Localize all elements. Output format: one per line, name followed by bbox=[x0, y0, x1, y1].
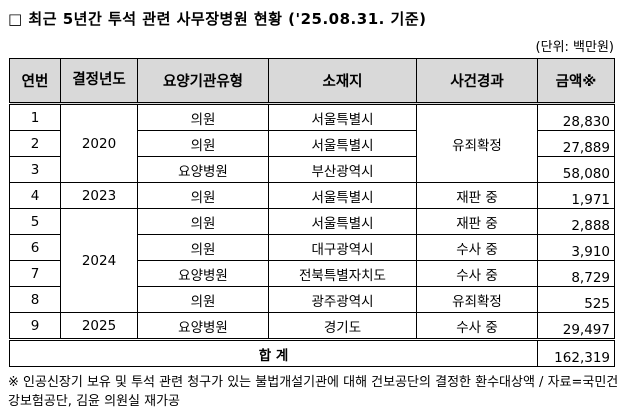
cell-amount: 28,830 bbox=[537, 103, 615, 131]
cell-location: 서울특별시 bbox=[268, 130, 417, 157]
cell-location: 전북특별자치도 bbox=[268, 260, 417, 287]
cell-amount: 8,729 bbox=[537, 260, 615, 287]
header-no: 연번 bbox=[9, 58, 61, 105]
table-row: 6 의원 대구광역시 수사 중 3,910 bbox=[9, 234, 615, 261]
cell-status: 유죄확정 bbox=[416, 286, 538, 313]
cell-status: 수사 중 bbox=[416, 260, 538, 287]
cell-amount: 58,080 bbox=[537, 156, 615, 183]
table-row: 4 2023 의원 서울특별시 재판 중 1,971 bbox=[9, 182, 615, 209]
total-row: 합 계 162,319 bbox=[9, 338, 615, 367]
cell-status: 수사 중 bbox=[416, 312, 538, 340]
cell-location: 서울특별시 bbox=[268, 208, 417, 235]
cell-year: 2024 bbox=[60, 208, 138, 313]
cell-no: 6 bbox=[9, 234, 61, 261]
footnote: ※ 인공신장기 보유 및 투석 관련 청구가 있는 불법개설기관에 대해 건보공… bbox=[8, 375, 619, 409]
cell-amount: 2,888 bbox=[537, 208, 615, 235]
table-row: 1 2020 의원 서울특별시 유죄확정 28,830 bbox=[9, 103, 615, 183]
table-row: 3 요양병원 부산광역시 58,080 bbox=[9, 156, 615, 183]
cell-no: 5 bbox=[9, 208, 61, 235]
header-amount: 금액※ bbox=[537, 58, 615, 105]
cell-type: 의원 bbox=[137, 130, 269, 157]
cell-no: 3 bbox=[9, 156, 61, 183]
table-row: 8 의원 광주광역시 유죄확정 525 bbox=[9, 286, 615, 313]
cell-no: 9 bbox=[9, 312, 61, 340]
dialysis-clinic-table: 연번 결정년도 요양기관유형 소재지 사건경과 금액※ 1 2020 의원 서울… bbox=[9, 58, 615, 367]
cell-status: 재판 중 bbox=[416, 208, 538, 235]
cell-type: 의원 bbox=[137, 286, 269, 313]
unit-label: (단위: 백만원) bbox=[535, 40, 614, 55]
cell-location: 대구광역시 bbox=[268, 234, 417, 261]
table-row: 9 2025 요양병원 경기도 수사 중 29,497 bbox=[9, 312, 615, 340]
cell-type: 요양병원 bbox=[137, 312, 269, 340]
header-type: 요양기관유형 bbox=[137, 58, 269, 105]
cell-location: 부산광역시 bbox=[268, 156, 417, 183]
cell-no: 8 bbox=[9, 286, 61, 313]
total-amount: 162,319 bbox=[537, 338, 615, 367]
cell-no: 4 bbox=[9, 182, 61, 209]
header-status: 사건경과 bbox=[416, 58, 538, 105]
cell-year: 2020 bbox=[60, 103, 138, 183]
cell-type: 의원 bbox=[137, 103, 269, 131]
cell-location: 서울특별시 bbox=[268, 103, 417, 131]
document-title: □ 최근 5년간 투석 관련 사무장병원 현황 ('25.08.31. 기준) bbox=[8, 10, 427, 28]
header-location: 소재지 bbox=[268, 58, 417, 105]
cell-type: 의원 bbox=[137, 234, 269, 261]
total-label: 합 계 bbox=[9, 338, 538, 367]
cell-year: 2023 bbox=[60, 182, 138, 209]
cell-type: 의원 bbox=[137, 182, 269, 209]
cell-no: 1 bbox=[9, 103, 61, 131]
cell-type: 요양병원 bbox=[137, 260, 269, 287]
cell-location: 광주광역시 bbox=[268, 286, 417, 313]
cell-amount: 27,889 bbox=[537, 130, 615, 157]
cell-location: 경기도 bbox=[268, 312, 417, 340]
cell-location: 서울특별시 bbox=[268, 182, 417, 209]
cell-amount: 29,497 bbox=[537, 312, 615, 340]
cell-status: 수사 중 bbox=[416, 234, 538, 261]
header-year: 결정년도 bbox=[60, 58, 138, 105]
table-row: 5 2024 의원 서울특별시 재판 중 2,888 bbox=[9, 208, 615, 313]
cell-no: 7 bbox=[9, 260, 61, 287]
cell-amount: 3,910 bbox=[537, 234, 615, 261]
cell-amount: 1,971 bbox=[537, 182, 615, 209]
cell-no: 2 bbox=[9, 130, 61, 157]
cell-type: 요양병원 bbox=[137, 156, 269, 183]
cell-status: 유죄확정 bbox=[416, 103, 538, 183]
cell-type: 의원 bbox=[137, 208, 269, 235]
table-row: 7 요양병원 전북특별자치도 수사 중 8,729 bbox=[9, 260, 615, 287]
cell-status: 재판 중 bbox=[416, 182, 538, 209]
cell-year: 2025 bbox=[60, 312, 138, 340]
cell-amount: 525 bbox=[537, 286, 615, 313]
